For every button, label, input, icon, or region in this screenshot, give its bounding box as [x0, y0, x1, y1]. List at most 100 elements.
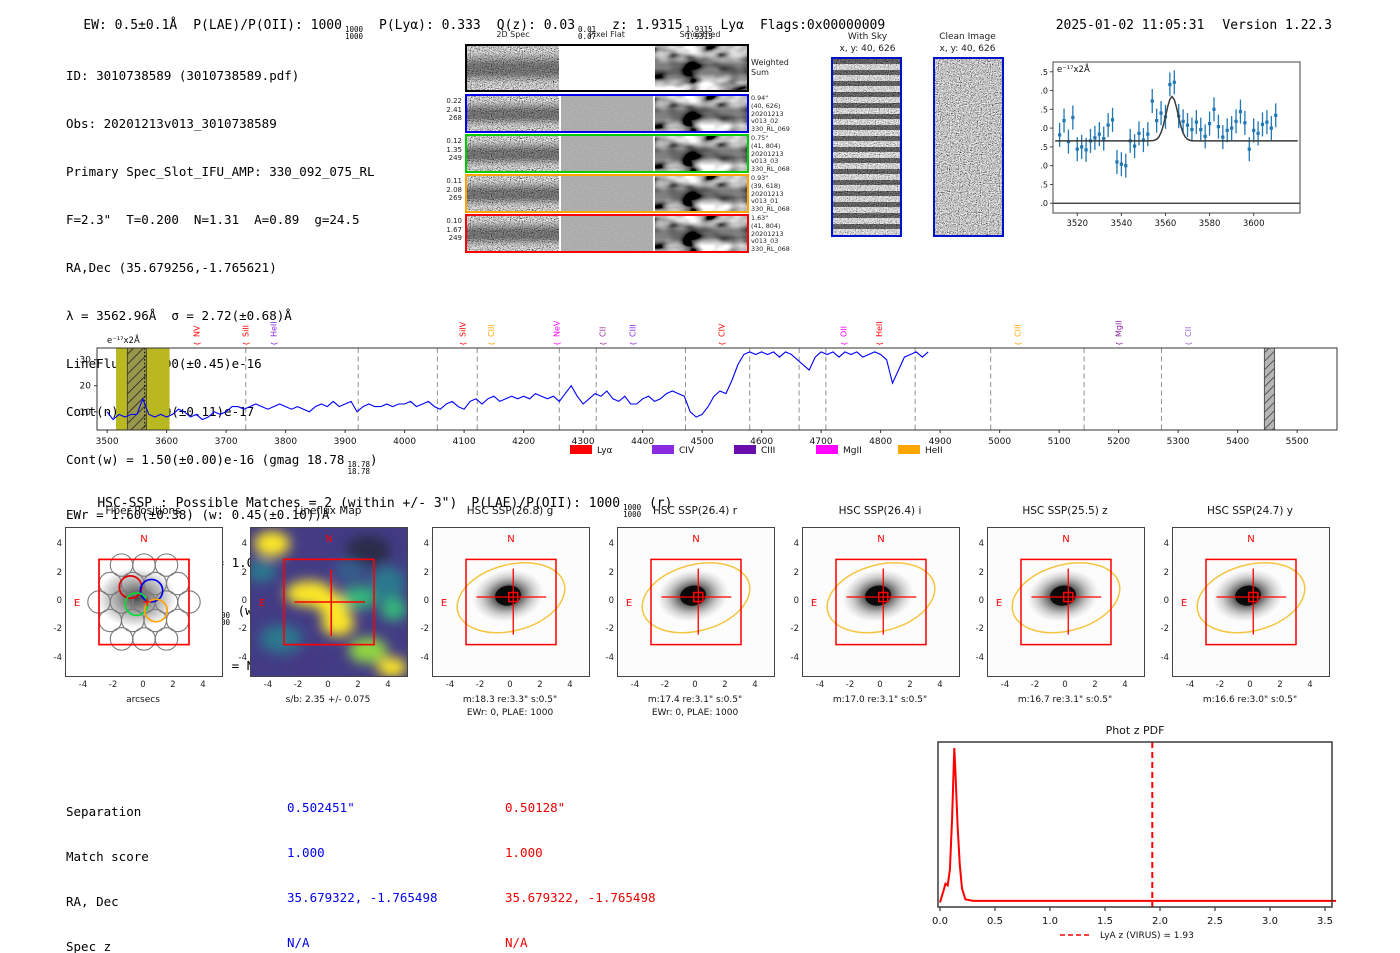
emission-line-brace: { [271, 342, 279, 346]
spectral-trace-band [467, 136, 559, 171]
annotation-line: v013_03 [751, 237, 779, 246]
emission-line-label: NeV [552, 320, 561, 337]
xtick-label: 4800 [869, 437, 892, 447]
aperture-ellipse [1011, 562, 1121, 634]
data-point [1084, 148, 1088, 152]
annotation-line: 20201213 [751, 229, 784, 238]
xtick-label: 0 [140, 680, 146, 690]
data-point [1247, 147, 1251, 151]
xtick-label: 5000 [988, 437, 1011, 447]
compass-north-label: N [507, 534, 514, 545]
xtick-label: 3900 [334, 437, 357, 447]
xtick-label: 2 [170, 680, 176, 690]
xtick-label: -4 [815, 680, 825, 690]
smoothed-image [655, 96, 747, 131]
ytick-label: 2 [56, 567, 62, 578]
legend-swatch [898, 445, 920, 454]
data-point [1150, 99, 1154, 103]
ytick-label: 0 [423, 596, 429, 606]
z-line-type: Lyα [720, 18, 744, 33]
unit-label: e⁻¹⁷x2Å [107, 334, 140, 346]
emission-line-label: HeII [875, 321, 884, 337]
smoothed-image [655, 136, 747, 171]
noise-texture [467, 96, 559, 131]
noise-texture [561, 216, 653, 251]
annotation-line: 330_RL_068 [751, 205, 790, 214]
compass-north-label: N [1062, 534, 1069, 545]
spec2d-row-weights: 0.12 1.35 249 [441, 137, 462, 163]
cutout-caption: m:16.6 re:3.0" s:0.5" [1202, 695, 1298, 705]
compass-north-label: N [140, 534, 147, 545]
ytick-label: -2 [975, 624, 984, 635]
weight-value: 0.12 [446, 137, 462, 145]
spectrum-line [106, 351, 929, 421]
spec2d-row-weights: 0.22 2.41 268 [441, 97, 462, 123]
cutout-panel: HSC SSP(26.8) g N E -4 -4 -2 -2 0 0 2 2 4 4 m:18.3 re… [399, 503, 599, 728]
ytick-label: 5.0 [1040, 162, 1048, 171]
ytick-label: 0 [241, 596, 247, 606]
data-point [1168, 82, 1172, 87]
xtick-label: 0 [507, 680, 513, 690]
data-point [1075, 147, 1079, 151]
xtick-label: 4700 [810, 437, 833, 447]
report-datetime-version: 2025-01-02 11:05:31 Version 1.22.3 [1024, 3, 1332, 48]
flags-value: Flags:0x00000009 [759, 18, 886, 33]
emission-line-label: CII [599, 327, 608, 337]
center-marker [508, 591, 519, 603]
cutout-title: HSC SSP(26.8) g [466, 505, 554, 517]
spec2d-row [465, 174, 749, 213]
ytick-label: 20 [80, 382, 92, 392]
data-point [1216, 125, 1221, 129]
lineflux-plot: NE [251, 528, 407, 676]
emission-line-brace: { [841, 342, 849, 346]
emission-line-brace: { [1116, 342, 1124, 346]
annotation-line: v013_01 [751, 197, 779, 206]
compass-east-label: E [811, 598, 817, 609]
cutout-title: HSC SSP(25.5) z [1022, 505, 1108, 517]
emission-line-label: CIII [487, 324, 496, 337]
emission-line-brace: { [488, 342, 496, 346]
cutout-panel: HSC SSP(26.4) r N E -4 -4 -2 -2 0 0 2 2 4 4 m:17.4 re… [584, 503, 784, 728]
plae-poii-value: P(LAE)/P(OII): 1000 [193, 18, 342, 33]
fiber-circle [166, 608, 190, 633]
spec2d-panel: 2D Spec Pixel Flat Smoothed Weighted Sum 0.22… [441, 30, 813, 260]
data-point [1269, 126, 1273, 130]
flux-blob [341, 586, 377, 610]
extraction-box [650, 558, 742, 646]
selected-fiber-circle [143, 598, 169, 623]
emission-line-brace: { [243, 342, 251, 346]
data-point [1146, 132, 1150, 136]
smoothed-image [655, 176, 747, 211]
xtick-label: 2.5 [1207, 916, 1223, 927]
compass-east-label: E [74, 598, 80, 609]
noise-texture [561, 176, 653, 211]
spec2d-row-annotation: 0.94" (40, 626) 20201213 v013_02 330_RL_069 [751, 94, 811, 134]
xtick-label: 2 [537, 680, 543, 690]
weight-value: 0.22 [446, 97, 462, 105]
annotation-line: 330_RL_069 [751, 125, 790, 134]
withsky-title: With Sky [847, 32, 888, 42]
cutout-title: HSC SSP(26.4) r [652, 505, 738, 517]
xtick-label: 4500 [691, 437, 714, 447]
ytick-label: 12.5 [1040, 105, 1048, 114]
spec2d-image [467, 216, 559, 251]
info-seeing: F=2.3" T=0.200 N=1.31 A=0.89 g=24.5 [66, 212, 360, 227]
annotation-line: Weighted [751, 58, 789, 67]
spectral-trace-band [655, 46, 747, 90]
data-point [1172, 80, 1176, 84]
xtick-label: 0 [692, 680, 698, 690]
spec2d-row-weights: 0.10 1.67 249 [441, 217, 462, 243]
extraction-box [465, 558, 557, 646]
spec2d-row-annotation: 0.93" (39, 618) 20201213 v013_01 330_RL_068 [751, 174, 811, 214]
emission-line-label: SiII [242, 325, 251, 337]
flux-blob [288, 651, 325, 675]
annotation-line: 20201213 [751, 109, 784, 118]
ytick-label: -4 [790, 652, 799, 663]
cutout-caption: m:18.3 re:3.3" s:0.5" [462, 695, 558, 705]
xtick-label: 5300 [1167, 437, 1190, 447]
info-lambda-sigma: λ = 3562.96Å σ = 2.72(±0.68)Å [66, 308, 292, 323]
pdf-curve [939, 747, 1336, 903]
info-obs: Obs: 20201213v013_3010738589 [66, 116, 277, 131]
emission-line-label: OII [840, 326, 849, 337]
